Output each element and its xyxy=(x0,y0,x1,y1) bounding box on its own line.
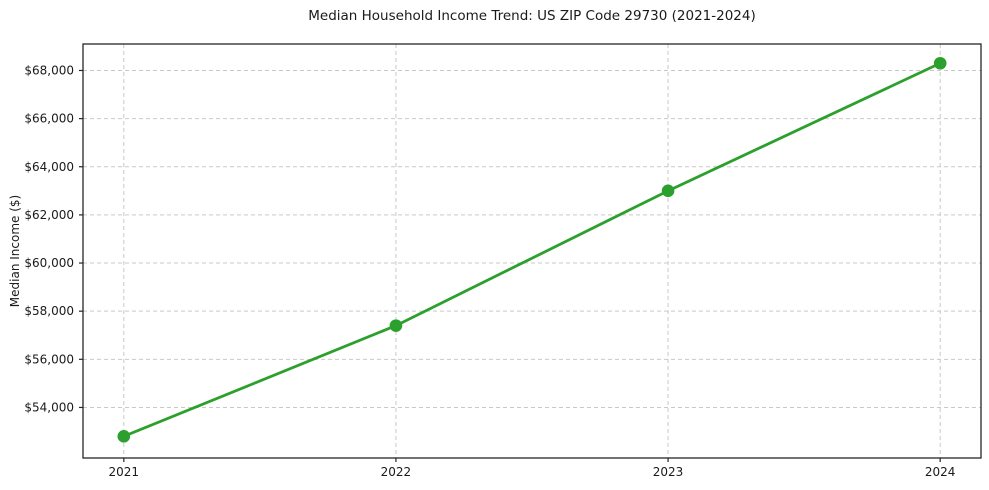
data-point xyxy=(933,56,947,70)
x-tick-label: 2022 xyxy=(381,465,412,479)
data-point xyxy=(117,430,131,443)
y-tick-label: $62,000 xyxy=(24,208,74,222)
x-tick-label: 2023 xyxy=(653,465,684,479)
plot-border xyxy=(82,43,982,459)
y-tick-label: $58,000 xyxy=(24,304,74,318)
y-tick-label: $64,000 xyxy=(24,160,74,174)
data-point xyxy=(661,184,675,198)
y-tick-label: $60,000 xyxy=(24,256,74,270)
chart-title: Median Household Income Trend: US ZIP Co… xyxy=(308,8,756,24)
y-tick-label: $56,000 xyxy=(24,352,74,366)
data-point xyxy=(389,319,403,332)
data-line xyxy=(122,61,942,438)
x-tick-label: 2024 xyxy=(925,465,956,479)
x-tick-label: 2021 xyxy=(109,465,140,479)
y-tick-label: $66,000 xyxy=(24,112,74,126)
y-tick-label: $54,000 xyxy=(24,400,74,414)
y-tick-label: $68,000 xyxy=(24,63,74,77)
